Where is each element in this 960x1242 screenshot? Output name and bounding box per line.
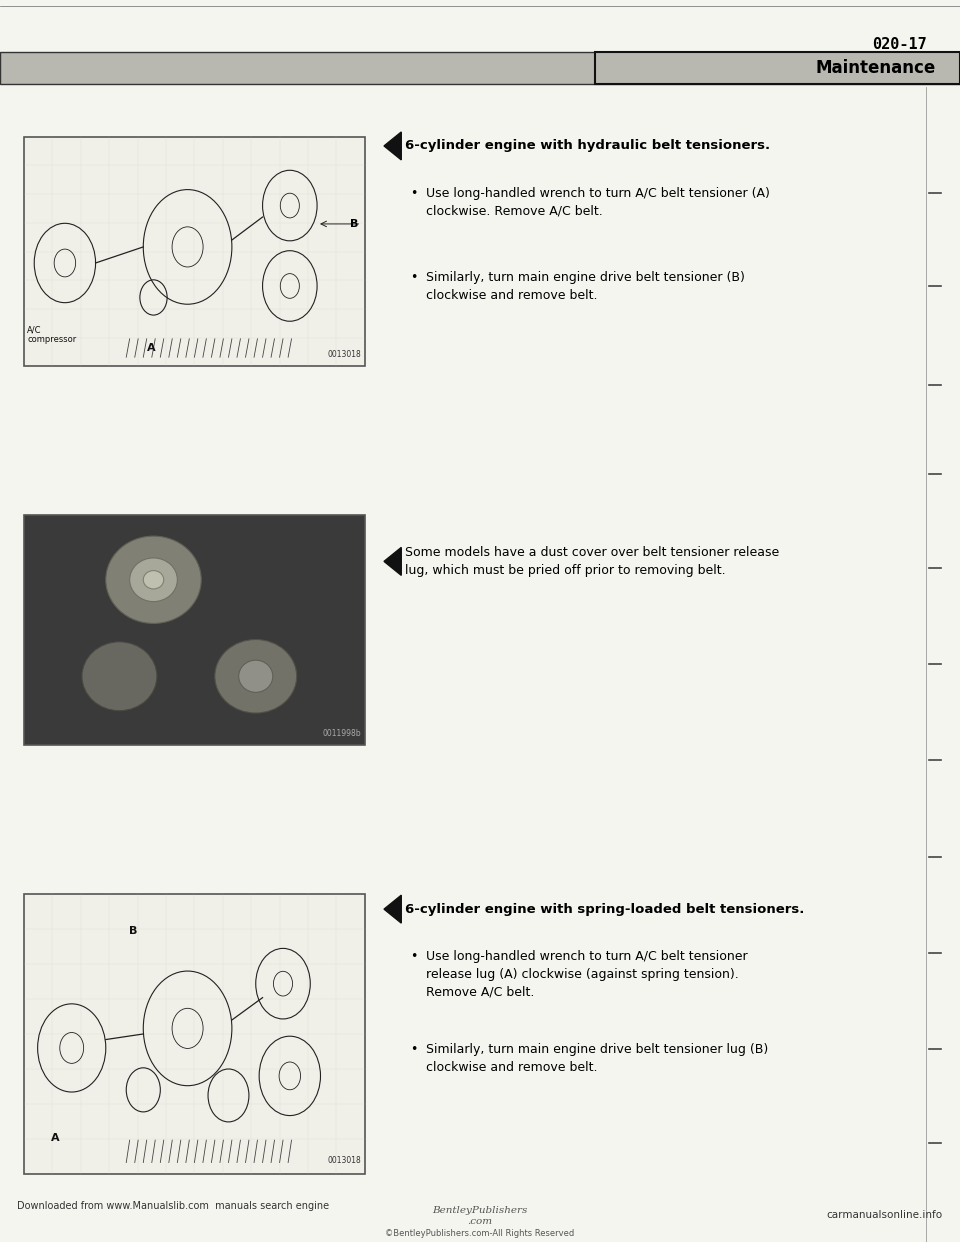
Text: 6-cylinder engine with spring-loaded belt tensioners.: 6-cylinder engine with spring-loaded bel… (405, 903, 804, 915)
Bar (24, 515, 365, 745)
Text: 020-17: 020-17 (872, 37, 926, 52)
Bar (0, 52, 960, 84)
Ellipse shape (143, 570, 164, 589)
Text: A/C
compressor: A/C compressor (28, 325, 77, 344)
Ellipse shape (130, 558, 178, 601)
Text: Some models have a dust cover over belt tensioner release
lug, which must be pri: Some models have a dust cover over belt … (405, 546, 780, 576)
Bar (24, 894, 365, 1174)
Text: B: B (129, 925, 137, 935)
Text: ©BentleyPublishers.com-All Rights Reserved: ©BentleyPublishers.com-All Rights Reserv… (385, 1230, 575, 1238)
Text: .com: .com (468, 1217, 492, 1226)
Text: •: • (410, 950, 418, 963)
Text: Maintenance: Maintenance (816, 60, 936, 77)
Ellipse shape (82, 642, 156, 710)
Text: carmanualsonline.info: carmanualsonline.info (827, 1210, 943, 1220)
Text: Use long-handled wrench to turn A/C belt tensioner (A)
clockwise. Remove A/C bel: Use long-handled wrench to turn A/C belt… (426, 188, 770, 217)
Text: •: • (410, 188, 418, 200)
Text: •: • (410, 272, 418, 284)
Ellipse shape (106, 537, 202, 623)
Text: Downloaded from www.Manualslib.com  manuals search engine: Downloaded from www.Manualslib.com manua… (17, 1201, 329, 1211)
Text: A: A (51, 1133, 60, 1143)
Text: Similarly, turn main engine drive belt tensioner (B)
clockwise and remove belt.: Similarly, turn main engine drive belt t… (426, 272, 745, 302)
Ellipse shape (239, 661, 273, 692)
Bar (595, 52, 960, 84)
Text: BentleyPublishers: BentleyPublishers (432, 1206, 528, 1215)
Bar (24, 137, 365, 366)
Text: Use long-handled wrench to turn A/C belt tensioner
release lug (A) clockwise (ag: Use long-handled wrench to turn A/C belt… (426, 950, 748, 999)
Polygon shape (384, 548, 401, 575)
Text: 0011998b: 0011998b (323, 729, 361, 738)
Text: A: A (147, 344, 156, 354)
Polygon shape (384, 895, 401, 923)
Text: 0013018: 0013018 (327, 350, 361, 359)
Ellipse shape (215, 640, 297, 713)
Polygon shape (384, 132, 401, 160)
Text: B: B (349, 219, 358, 229)
Text: 0013018: 0013018 (327, 1156, 361, 1165)
Text: Similarly, turn main engine drive belt tensioner lug (B)
clockwise and remove be: Similarly, turn main engine drive belt t… (426, 1043, 769, 1074)
Text: •: • (410, 1043, 418, 1056)
Text: 6-cylinder engine with hydraulic belt tensioners.: 6-cylinder engine with hydraulic belt te… (405, 139, 770, 153)
